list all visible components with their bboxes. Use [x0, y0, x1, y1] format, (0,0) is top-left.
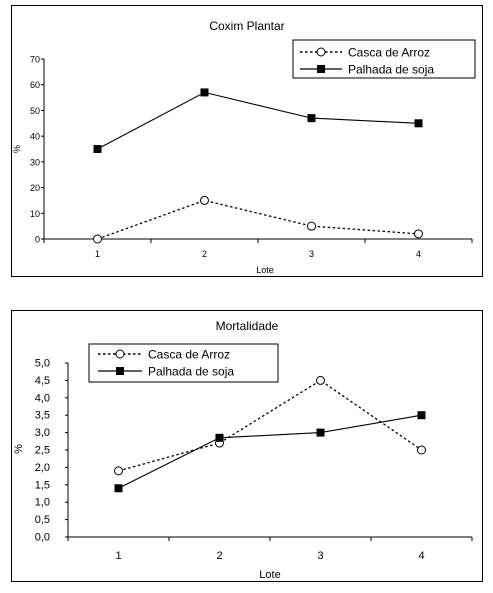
x-tick-label: 3 [317, 550, 323, 562]
data-point-casca-de-arroz [114, 466, 123, 476]
series-line-casca-de-arroz [97, 199, 419, 240]
data-point-palhada-de-soja [215, 433, 224, 442]
y-tick-label: 40 [30, 132, 40, 142]
chart-mortalidade: Mortalidade 0,0 0,5 1,0 1,5 2,0 2,5 3,0 3,5 4,0 4,… [13, 319, 473, 581]
x-tick-label: 4 [416, 249, 421, 259]
data-point-palhada-de-soja [93, 145, 102, 153]
data-point-palhada-de-soja [417, 411, 426, 420]
y-tick-label: 30 [30, 157, 40, 167]
x-tick-label: 4 [418, 550, 424, 562]
data-point-palhada-de-soja [114, 484, 123, 493]
data-point-palhada-de-soja [307, 114, 316, 123]
data-point-palhada-de-soja [316, 428, 325, 437]
y-tick-label: 10 [30, 209, 40, 219]
y-tick-label: 70 [30, 55, 40, 65]
legend-marker-square [116, 367, 124, 375]
y-tick-label: 0,5 [35, 514, 50, 526]
series-line-casca-de-arroz [118, 379, 422, 472]
y-tick-label: 2,0 [35, 462, 50, 474]
series-line-palhada-de-soja [118, 414, 422, 489]
y-tick-label: 50 [30, 106, 40, 116]
chart-coxim-plantar: Coxim Plantar 0 10 20 30 40 50 60 70 1 2 3 4 Lote% Cas… [12, 19, 476, 275]
legend-label: Palhada de soja [348, 63, 434, 77]
y-tick-label: 4,0 [35, 392, 50, 404]
x-axis-label: Lote [256, 265, 274, 275]
data-point-casca-de-arroz [417, 445, 426, 455]
series-line-palhada-de-soja [97, 91, 419, 150]
data-point-casca-de-arroz [316, 375, 325, 385]
y-tick-label: 1,5 [35, 479, 50, 491]
data-point-casca-de-arroz [200, 195, 209, 205]
chart-panel-coxim-plantar: Coxim Plantar 0 10 20 30 40 50 60 70 1 2 3 4 Lote% Cas… [11, 5, 483, 277]
y-tick-label: 0,0 [35, 532, 50, 544]
y-tick-label: 60 [30, 80, 40, 90]
y-tick-label: 2,5 [35, 445, 50, 457]
y-tick-label: 1,0 [35, 497, 50, 509]
chart-title: Coxim Plantar [209, 19, 284, 33]
y-axis-label: % [13, 444, 25, 454]
legend-marker-circle [115, 349, 125, 359]
legend-label: Palhada de soja [148, 365, 234, 379]
chart-title: Mortalidade [216, 319, 279, 333]
chart-panel-mortalidade: Mortalidade 0,0 0,5 1,0 1,5 2,0 2,5 3,0 3,5 4,0 4,… [11, 310, 483, 582]
x-tick-label: 1 [115, 550, 121, 562]
legend-label: Casca de Arroz [348, 46, 430, 60]
y-tick-label: 20 [30, 183, 40, 193]
x-axis-label: Lote [259, 569, 280, 581]
data-point-casca-de-arroz [414, 229, 423, 239]
y-tick-label: 3,5 [35, 410, 50, 422]
x-tick-label: 1 [95, 249, 100, 259]
data-point-casca-de-arroz [307, 221, 316, 231]
data-point-palhada-de-soja [414, 119, 423, 128]
x-tick-label: 2 [202, 249, 207, 259]
data-point-palhada-de-soja [200, 88, 209, 97]
x-tick-label: 2 [216, 550, 222, 562]
y-tick-label: 0 [35, 235, 40, 245]
legend-box [88, 343, 279, 383]
legend-label: Casca de Arroz [148, 348, 230, 362]
legend-marker-square [317, 65, 325, 73]
legend-marker-circle [316, 47, 326, 57]
data-point-casca-de-arroz [93, 234, 102, 244]
x-tick-label: 3 [309, 249, 314, 259]
y-tick-label: 3,0 [35, 427, 50, 439]
y-tick-label: 4,5 [35, 375, 50, 387]
y-axis-label: % [12, 145, 22, 153]
y-tick-label: 5,0 [35, 358, 50, 370]
